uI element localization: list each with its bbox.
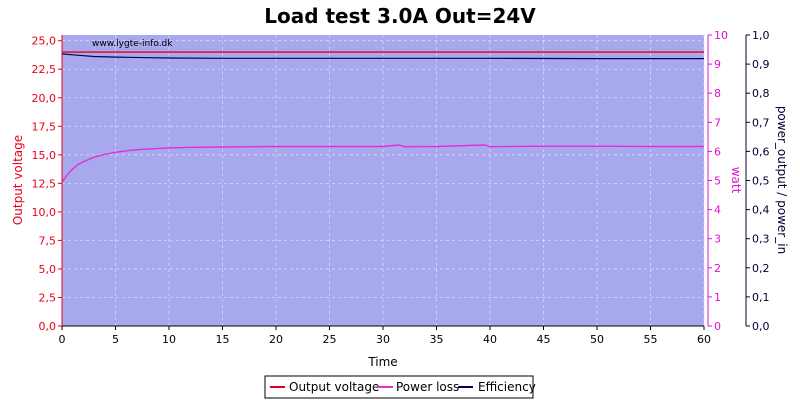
y-right1-tick-label: 6 [714, 145, 721, 158]
x-axis-label: Time [367, 355, 397, 369]
x-tick-label: 35 [430, 333, 444, 346]
x-tick-label: 60 [697, 333, 711, 346]
y-left-tick-label: 7,5 [39, 234, 57, 247]
y-right2-tick-label: 0,6 [752, 145, 770, 158]
x-tick-label: 5 [112, 333, 119, 346]
y-left-tick-label: 2,5 [39, 291, 57, 304]
y-left-tick-label: 22,5 [32, 63, 57, 76]
y-right1-tick-label: 2 [714, 262, 721, 275]
y-right2-tick-label: 0,0 [752, 320, 770, 333]
grid-lines [61, 35, 705, 327]
y-left-tick-label: 17,5 [32, 120, 57, 133]
tick-labels: 0 5 10 15 20 25 30 35 40 45 50 55 600,02,55,07,510,0… [32, 29, 770, 346]
y-left-tick-label: 5,0 [39, 263, 57, 276]
y-right2-tick-label: 1,0 [752, 29, 770, 42]
legend-box [264, 375, 534, 399]
y-right2-tick-label: 0,5 [752, 175, 770, 188]
y-right1-tick-label: 3 [714, 233, 721, 246]
y-left-axis-label: Output voltage [11, 135, 25, 225]
legend: Output voltage Power loss Efficiency [264, 375, 536, 399]
x-tick-label: 30 [376, 333, 390, 346]
x-tick-label: 50 [590, 333, 604, 346]
series-line-efficiency [61, 53, 704, 60]
series-line-power-loss [61, 144, 704, 183]
y-right1-tick-label: 7 [714, 116, 721, 129]
y-right1-tick-label: 8 [714, 87, 721, 100]
series-layer [61, 51, 704, 183]
y-right1-tick-label: 10 [714, 29, 728, 42]
chart-title: Load test 3.0A Out=24V [264, 4, 536, 28]
y-right2-tick-label: 0,9 [752, 58, 770, 71]
x-tick-label: 15 [216, 333, 230, 346]
y-left-tick-label: 15,0 [32, 149, 57, 162]
y-right1-axis-label: watt [729, 167, 743, 194]
y-left-tick-label: 10,0 [32, 206, 57, 219]
legend-label-efficiency: Efficiency [478, 380, 536, 394]
y-right1-tick-label: 1 [714, 291, 721, 304]
y-right1-tick-label: 0 [714, 320, 721, 333]
y-right2-tick-label: 0,3 [752, 233, 770, 246]
y-right2-tick-label: 0,1 [752, 291, 770, 304]
legend-label-power-loss: Power loss [396, 380, 459, 394]
y-right2-axis-label: power_output / power_in [775, 106, 789, 254]
x-tick-label: 45 [537, 333, 551, 346]
legend-label-output-voltage: Output voltage [289, 380, 379, 394]
x-tick-label: 10 [162, 333, 176, 346]
y-right2-tick-label: 0,7 [752, 116, 770, 129]
y-right1-tick-label: 9 [714, 58, 721, 71]
y-left-tick-label: 25,0 [32, 35, 57, 48]
y-left-tick-label: 0,0 [39, 320, 57, 333]
x-tick-label: 25 [323, 333, 337, 346]
x-tick-label: 55 [644, 333, 658, 346]
y-right2-tick-label: 0,2 [752, 262, 770, 275]
axes [58, 34, 750, 330]
y-left-tick-label: 12,5 [32, 177, 57, 190]
y-right1-tick-label: 5 [714, 175, 721, 188]
x-tick-label: 0 [59, 333, 66, 346]
watermark: www.lygte-info.dk [92, 39, 173, 49]
y-right2-tick-label: 0,4 [752, 204, 770, 217]
x-tick-label: 20 [269, 333, 283, 346]
x-tick-label: 40 [483, 333, 497, 346]
y-left-tick-label: 20,0 [32, 92, 57, 105]
y-right2-tick-label: 0,8 [752, 87, 770, 100]
y-right1-tick-label: 4 [714, 204, 721, 217]
